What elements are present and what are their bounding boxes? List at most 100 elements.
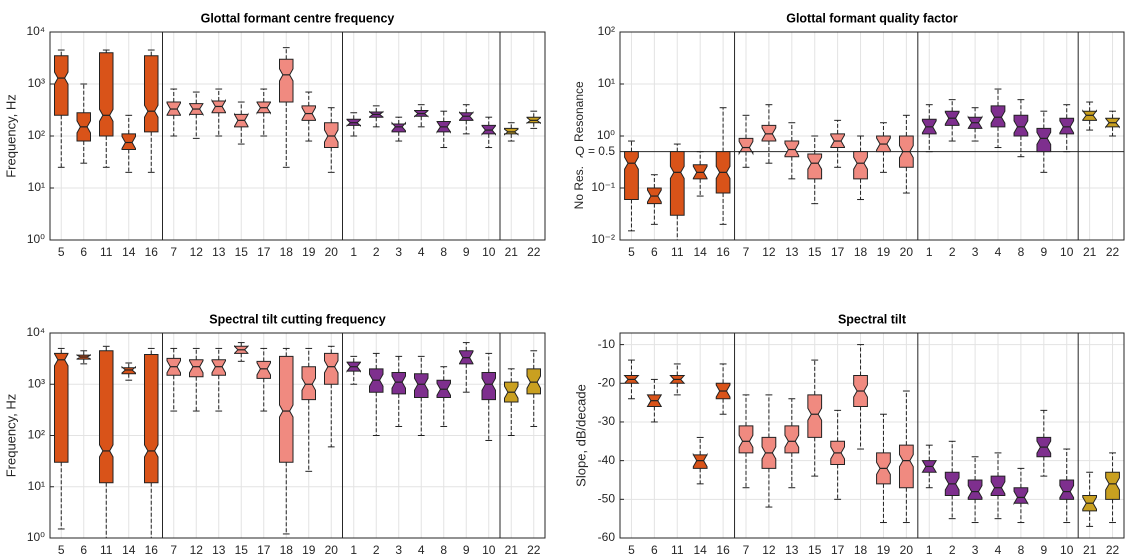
box [391,371,406,395]
x-tick-label: 3 [972,245,979,259]
y-tick-label: -50 [598,491,616,505]
x-tick-label: 14 [122,543,136,555]
x-tick-label: 11 [100,543,113,555]
x-tick-label: 9 [1040,245,1047,259]
box [1013,487,1029,506]
x-tick-label: 19 [302,245,316,259]
x-tick-label: 21 [1083,245,1097,259]
x-tick-label: 22 [1106,543,1120,555]
x-tick-label: 2 [949,245,956,259]
x-tick-label: 8 [440,543,447,555]
box [692,452,708,469]
x-tick-label: 15 [808,245,822,259]
y-tick-label: 10¹ [598,76,615,90]
box [1105,471,1120,500]
y-tick-label: -30 [598,414,616,428]
x-tick-label: 5 [58,543,65,555]
x-tick-label: 20 [900,245,914,259]
x-tick-label: 10 [482,543,496,555]
chart-title: Spectral tilt cutting frequency [209,312,385,326]
box [189,359,204,378]
x-tick-label: 5 [628,543,635,555]
y-axis-label: Frequency, Hz [3,394,18,478]
y-tick-label: 10² [28,128,45,142]
x-tick-label: 22 [527,245,541,259]
x-tick-label: 21 [1083,543,1097,555]
x-tick-label: 20 [900,543,914,555]
annotation: Resonance [572,81,586,142]
x-tick-label: 18 [280,543,294,555]
chart-title: Glottal formant quality factor [786,11,958,25]
box [1036,127,1052,153]
x-tick-label: 7 [170,543,177,555]
x-tick-label: 6 [651,543,658,555]
box [256,360,271,379]
box [669,151,685,216]
box [738,425,754,454]
x-tick-label: 20 [325,245,339,259]
plot-frame [619,31,1125,241]
x-tick-label: 21 [505,245,519,259]
x-tick-label: 20 [325,543,339,555]
x-tick-label: 14 [122,245,136,259]
box [853,151,868,180]
x-tick-label: 1 [350,543,357,555]
y-axis-label: Slope, dB/decade [573,384,588,487]
box [211,359,226,376]
x-tick-label: 4 [995,245,1002,259]
box [738,137,754,156]
box [784,425,800,454]
x-tick-label: 18 [854,543,868,555]
x-tick-label: 16 [716,245,730,259]
box [1059,479,1075,500]
x-tick-label: 4 [995,543,1002,555]
x-tick-label: 22 [1106,245,1120,259]
x-tick-label: 14 [694,245,708,259]
x-tick-label: 7 [743,245,750,259]
x-tick-label: 13 [212,543,226,555]
x-tick-label: 14 [694,543,708,555]
x-tick-label: 1 [926,543,933,555]
x-tick-label: 3 [395,245,402,259]
box [324,122,339,149]
y-axis-label: Frequency, Hz [3,94,18,178]
x-tick-label: 15 [235,543,249,555]
box [144,55,159,133]
box [1013,114,1029,137]
y-tick-label: 10⁰ [597,128,615,142]
y-tick-label: 10⁻¹ [591,180,615,194]
x-tick-label: 10 [1060,543,1074,555]
x-tick-label: 15 [808,543,822,555]
x-tick-label: 2 [373,245,380,259]
x-tick-label: 9 [1040,543,1047,555]
x-tick-label: 7 [170,245,177,259]
x-tick-label: 7 [743,543,750,555]
box [898,444,914,489]
box [144,354,159,484]
x-tick-label: 17 [257,543,271,555]
y-tick-label: -60 [598,530,616,544]
box [807,394,823,438]
chart-title: Spectral tilt [838,312,907,326]
y-tick-label: -40 [598,453,616,467]
x-tick-label: 3 [395,543,402,555]
x-tick-label: 1 [926,245,933,259]
x-tick-label: 12 [190,245,204,259]
box [1059,117,1075,135]
y-tick-label: 10¹ [28,479,45,493]
x-tick-label: 11 [100,245,113,259]
box [324,352,339,385]
x-tick-label: 9 [463,543,470,555]
x-tick-label: 17 [831,543,845,555]
x-tick-label: 19 [302,543,316,555]
x-tick-label: 16 [145,245,159,259]
y-tick-label: 10² [28,428,45,442]
y-tick-label: -10 [598,337,616,351]
x-tick-label: 17 [831,245,845,259]
reference-label: Q = 0.5 [575,144,615,158]
annotation: No Res. [572,166,586,209]
x-tick-label: 9 [463,245,470,259]
x-tick-label: 4 [418,543,425,555]
x-tick-label: 5 [58,245,65,259]
